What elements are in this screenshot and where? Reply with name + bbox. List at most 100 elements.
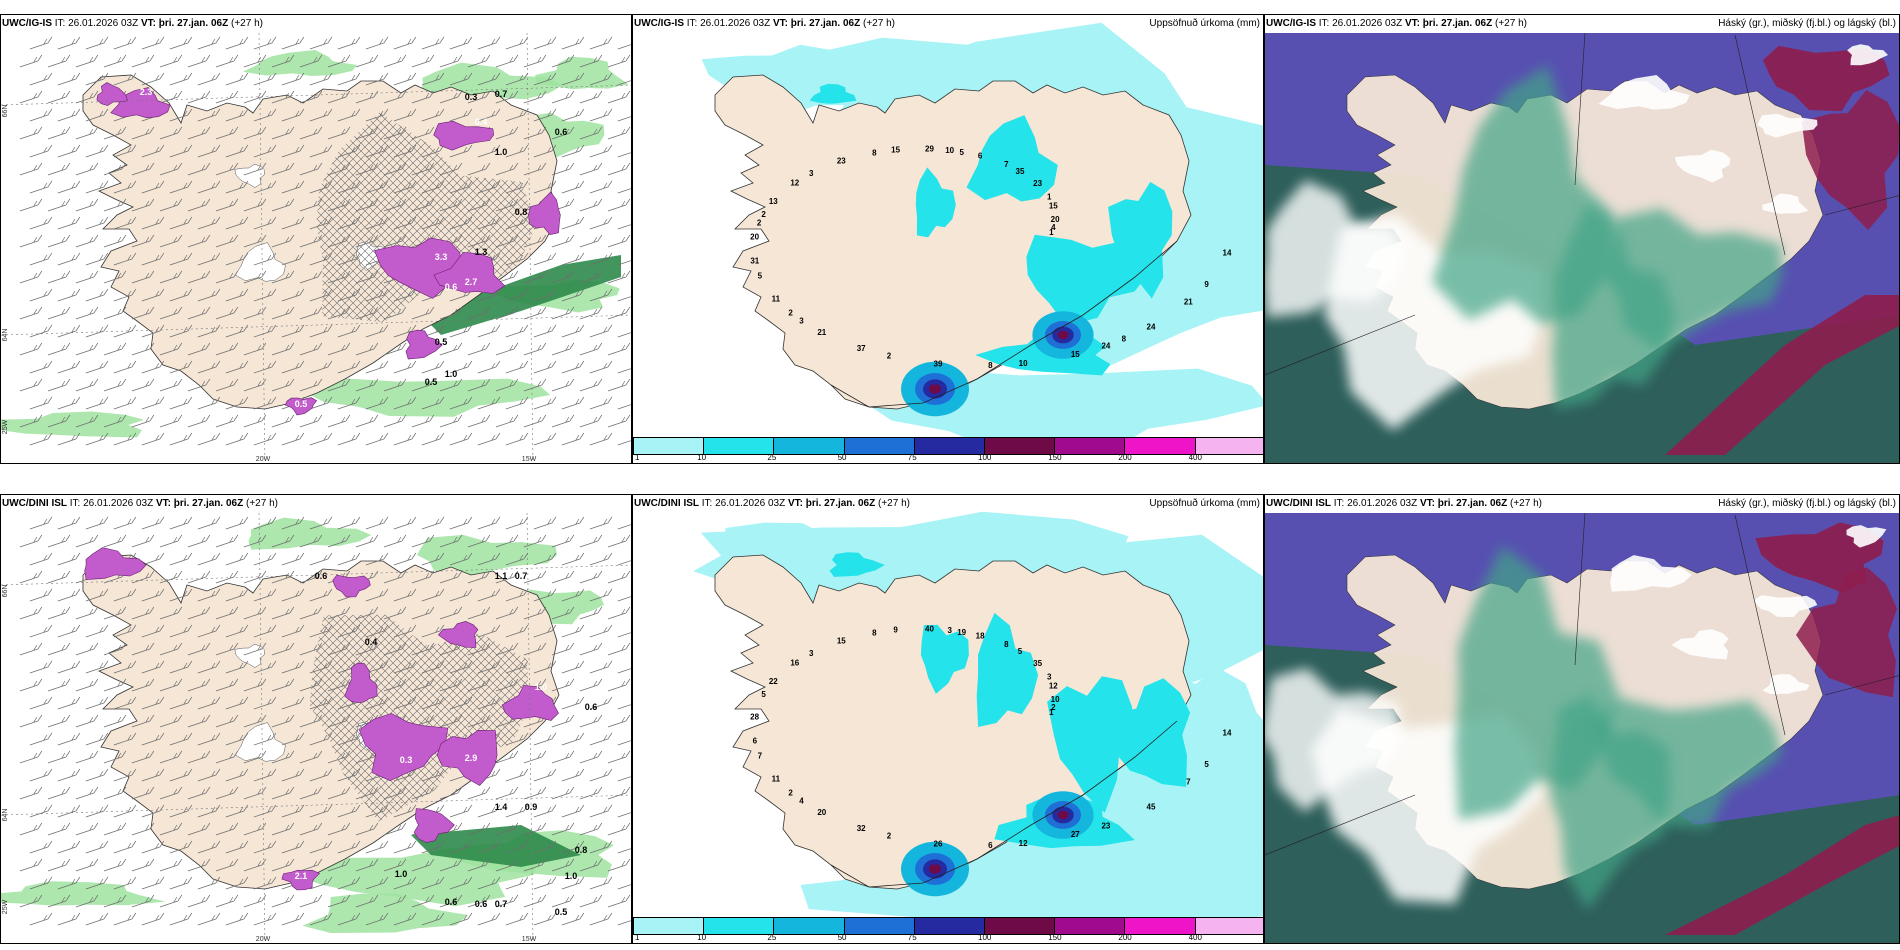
colorbar-swatch (843, 917, 915, 935)
colorbar-swatch (1124, 437, 1196, 455)
snow-value: 2.9 (465, 753, 478, 763)
precip-value: 12 (790, 179, 799, 188)
colorbar-swatch (984, 437, 1056, 455)
precip-value: 18 (976, 632, 985, 641)
precip-shade (1047, 676, 1134, 813)
precip-value: 35 (1016, 167, 1025, 176)
mid-cloud (1592, 696, 1782, 828)
precip-value: 7 (1004, 160, 1009, 169)
colorbar-label: 200 (1118, 453, 1132, 462)
grid-label: 20W (256, 456, 271, 463)
cloud-map (1265, 512, 1899, 943)
snow-value: 0.5 (555, 907, 568, 917)
precip-value: 7 (1186, 778, 1191, 787)
precip-value: 3 (1047, 673, 1052, 682)
precip-value: 5 (758, 271, 763, 280)
precip-value: 22 (769, 677, 778, 686)
clear-sky (1598, 75, 1690, 110)
snow-map: 20W 15W 66N 64N 25W 2.3 0.3 0.7 0.4 1.0 3.3 2.7 0.5 1… (1, 32, 631, 463)
precip-shade (809, 83, 857, 104)
precip-value: 15 (891, 146, 900, 155)
precip-value: 2 (788, 308, 793, 317)
precip-value: 14 (1223, 249, 1232, 258)
snow-shade (242, 50, 357, 76)
mid-cloud (1552, 203, 1676, 409)
precip-value: 19 (957, 628, 966, 637)
clear-sky (1265, 180, 1407, 318)
colorbar-label: 10 (697, 933, 707, 942)
colorbar-label: 50 (837, 453, 847, 462)
snow-value: 2.7 (465, 277, 478, 287)
snow-value: 0.8 (515, 207, 528, 217)
cloud-map-panel-2: UWC/DINI ISL IT: 26.01.2026 03Z VT: þri.… (1264, 494, 1900, 944)
precip-shade (966, 115, 1058, 202)
precip-value: 37 (857, 344, 866, 353)
precip-value: 5 (761, 690, 766, 699)
snow-shade (1, 411, 144, 438)
precip-value: 40 (925, 625, 934, 634)
graticule (1, 512, 631, 943)
glacier (235, 242, 286, 282)
grid-label: 66N (2, 585, 9, 598)
colorbar-swatch (1054, 917, 1126, 935)
precip-map-panel-2: UWC/DINI ISL IT: 26.01.2026 03Z VT: þri.… (632, 494, 1264, 944)
snow-value: 2.3 (140, 87, 153, 97)
precip-value: 3 (799, 316, 804, 325)
colorbar-swatch (633, 917, 705, 935)
snow-value: 0.6 (475, 899, 488, 909)
precip-map: 1219235328578121610204045283526151411182… (633, 511, 1263, 933)
mid-cloud (1602, 208, 1783, 352)
panel-subtitle: Uppsöfnuð úrkoma (mm) (1149, 18, 1260, 29)
precip-shade (1173, 667, 1263, 879)
snow-cell (84, 547, 147, 580)
precip-value: 2 (1051, 703, 1056, 712)
precip-value: 8 (872, 629, 877, 638)
colorbar-swatch (1194, 917, 1263, 935)
precip-value: 3 (809, 169, 814, 178)
low-cloud-band (1796, 567, 1897, 698)
grid-label: 64N (2, 329, 9, 342)
precip-value: 23 (1101, 821, 1110, 830)
precip-value: 2 (761, 210, 766, 219)
precip-cell (1057, 330, 1069, 340)
snow-value: 0.9 (525, 802, 538, 812)
coastline (830, 240, 1178, 408)
colorbar-label: 1 (635, 453, 640, 462)
precip-value: 12 (1049, 681, 1058, 690)
precip-value: 23 (1033, 179, 1042, 188)
snow-map-panel-2: UWC/DINI ISL IT: 26.01.2026 03Z VT: þri.… (0, 494, 632, 944)
snow-value: 0.6 (315, 571, 328, 581)
snow-shade (297, 377, 551, 417)
colorbar-swatch (913, 437, 985, 455)
cloud-map (1265, 32, 1899, 463)
colorbar-swatch (703, 437, 775, 455)
colorbar-swatch (913, 917, 985, 935)
snow-cell (413, 808, 455, 843)
precip-value: 5 (959, 148, 964, 157)
snow-shade (248, 517, 372, 550)
snow-value: 1.0 (495, 147, 508, 157)
snow-value: 0.4 (475, 117, 488, 127)
colorbar-label: 400 (1188, 933, 1202, 942)
snow-value: 1.3 (475, 247, 488, 257)
clear-sky (1846, 525, 1887, 548)
grid-label: 25W (2, 419, 9, 434)
panel-title: UWC/DINI ISL IT: 26.01.2026 03Z VT: þri.… (634, 498, 910, 509)
precip-value: 35 (1033, 659, 1042, 668)
snow-value: 0.6 (585, 702, 598, 712)
cloud-map-panel-1: UWC/IG-IS IT: 26.01.2026 03Z VT: þri. 27… (1264, 14, 1900, 464)
precip-value: 10 (1051, 695, 1060, 704)
precip-shade (915, 167, 956, 238)
precip-value: 14 (1223, 729, 1232, 738)
precip-value: 5 (1204, 760, 1209, 769)
precip-value: 20 (1051, 215, 1060, 224)
panel-title: UWC/IG-IS IT: 26.01.2026 03Z VT: þri. 27… (1266, 18, 1527, 29)
snow-value: 0.5 (435, 337, 448, 347)
colorbar-swatch (1054, 437, 1126, 455)
snow-cell (96, 82, 128, 106)
snow-shade (411, 825, 581, 867)
clear-sky (1847, 44, 1888, 66)
boundary-lines (1265, 32, 1899, 376)
grid-label: 25W (2, 899, 9, 914)
snow-value: 2.1 (295, 871, 308, 881)
